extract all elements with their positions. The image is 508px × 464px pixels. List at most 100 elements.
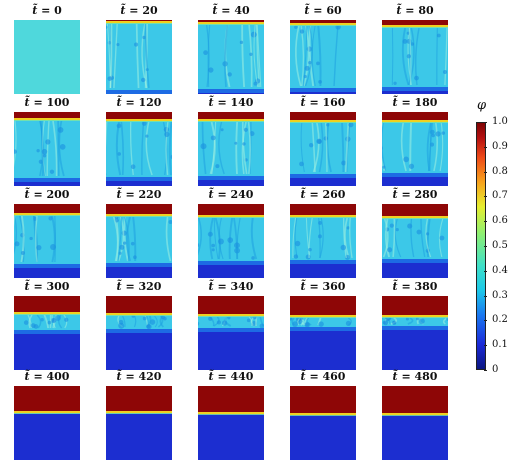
phase-field-panel — [106, 386, 172, 460]
panel-label-value: = 320 — [121, 280, 162, 293]
panel-label-value: = 460 — [305, 370, 346, 383]
phase-field-panel — [290, 204, 356, 278]
panel-label-variable: t̃ — [208, 370, 214, 383]
phase-field-panel — [382, 20, 448, 94]
panel-label-variable: t̃ — [392, 280, 398, 293]
panel-label-value: = 240 — [213, 188, 254, 201]
phase-field-panel — [106, 20, 172, 94]
phase-field-panel — [14, 20, 80, 94]
panel-label: t̃ = 0 — [11, 4, 83, 17]
phase-field-panel — [382, 204, 448, 278]
colorbar-tick-label: 0.6 — [492, 215, 508, 227]
panel-label-variable: t̃ — [208, 280, 214, 293]
panel-label-value: = 0 — [37, 4, 62, 17]
panel-label-value: = 220 — [121, 188, 162, 201]
panel-label: t̃ = 420 — [103, 370, 175, 383]
panel-label-variable: t̃ — [300, 96, 306, 109]
panel-label: t̃ = 400 — [11, 370, 83, 383]
panel-label: t̃ = 440 — [195, 370, 267, 383]
panel-label-variable: t̃ — [116, 370, 122, 383]
phase-field-panel — [382, 296, 448, 370]
phase-field-panel — [106, 204, 172, 278]
panel-label: t̃ = 80 — [379, 4, 451, 17]
panel-label-value: = 80 — [401, 4, 434, 17]
phase-field-panel — [198, 386, 264, 460]
panel-label-value: = 100 — [29, 96, 70, 109]
panel-label-value: = 120 — [121, 96, 162, 109]
panel-label: t̃ = 140 — [195, 96, 267, 109]
phase-field-panel — [198, 112, 264, 186]
panel-label-value: = 480 — [397, 370, 438, 383]
colorbar-tick-label: 0.4 — [492, 264, 508, 276]
panel-label-value: = 160 — [305, 96, 346, 109]
colorbar-tick-label: 0 — [492, 364, 499, 375]
panel-label-value: = 300 — [29, 280, 70, 293]
phase-field-panel — [106, 112, 172, 186]
panel-label-variable: t̃ — [392, 96, 398, 109]
panel-label-variable: t̃ — [212, 4, 218, 17]
panel-label: t̃ = 280 — [379, 188, 451, 201]
panel-label-variable: t̃ — [120, 4, 126, 17]
panel-label-variable: t̃ — [24, 96, 30, 109]
colorbar-tick-label: 0.3 — [492, 289, 508, 301]
panel-label-variable: t̃ — [392, 188, 398, 201]
phase-field-panel — [14, 204, 80, 278]
panel-label: t̃ = 380 — [379, 280, 451, 293]
panel-label-variable: t̃ — [24, 280, 30, 293]
panel-label-variable: t̃ — [396, 4, 402, 17]
colorbar-tick-mark — [484, 146, 487, 148]
panel-label-value: = 60 — [309, 4, 342, 17]
colorbar-tick-label: 0.7 — [492, 190, 508, 202]
colorbar-tick-label: 0.2 — [492, 314, 508, 326]
panel-label-variable: t̃ — [300, 370, 306, 383]
colorbar-label: φ — [477, 98, 487, 113]
phase-field-panel — [382, 112, 448, 186]
panel-label: t̃ = 240 — [195, 188, 267, 201]
colorbar-tick-mark — [484, 345, 487, 347]
panel-label-variable: t̃ — [116, 188, 122, 201]
panel-label: t̃ = 160 — [287, 96, 359, 109]
phase-field-panel — [14, 296, 80, 370]
panel-label: t̃ = 100 — [11, 96, 83, 109]
colorbar-tick-label: 0.1 — [492, 339, 508, 351]
panel-label-variable: t̃ — [208, 96, 214, 109]
panel-label-value: = 180 — [397, 96, 438, 109]
phase-field-panel — [290, 20, 356, 94]
panel-label: t̃ = 320 — [103, 280, 175, 293]
phase-field-panel — [198, 296, 264, 370]
panel-label-variable: t̃ — [24, 188, 30, 201]
colorbar-tick-mark — [484, 246, 487, 247]
panel-label-value: = 340 — [213, 280, 254, 293]
panel-label-value: = 40 — [217, 4, 250, 17]
panel-label-value: = 200 — [29, 188, 70, 201]
phase-field-panel — [198, 20, 264, 94]
phase-field-panel — [290, 386, 356, 460]
panel-label: t̃ = 460 — [287, 370, 359, 383]
panel-label-variable: t̃ — [116, 96, 122, 109]
phase-field-panel — [14, 386, 80, 460]
colorbar-tick-mark — [484, 320, 487, 322]
panel-label-value: = 360 — [305, 280, 346, 293]
panel-label-value: = 420 — [121, 370, 162, 383]
panel-label-value: = 260 — [305, 188, 346, 201]
panel-label: t̃ = 180 — [379, 96, 451, 109]
panel-label-variable: t̃ — [392, 370, 398, 383]
colorbar-tick-mark — [484, 295, 487, 297]
phase-field-panel — [14, 112, 80, 186]
colorbar-tick-mark — [484, 122, 487, 123]
panel-label: t̃ = 260 — [287, 188, 359, 201]
colorbar-tick-label: 0.5 — [492, 240, 508, 251]
panel-label: t̃ = 60 — [287, 4, 359, 17]
panel-label: t̃ = 480 — [379, 370, 451, 383]
colorbar-tick-label: 1.0 — [492, 116, 508, 127]
panel-label: t̃ = 20 — [103, 4, 175, 17]
colorbar-tick-label: 0.8 — [492, 165, 508, 177]
panel-label-value: = 140 — [213, 96, 254, 109]
colorbar-tick-mark — [484, 171, 487, 173]
colorbar-tick-mark — [484, 270, 487, 272]
panel-label: t̃ = 40 — [195, 4, 267, 17]
panel-label-variable: t̃ — [208, 188, 214, 201]
panel-label-variable: t̃ — [300, 188, 306, 201]
colorbar-tick-mark — [484, 196, 487, 198]
panel-label: t̃ = 360 — [287, 280, 359, 293]
